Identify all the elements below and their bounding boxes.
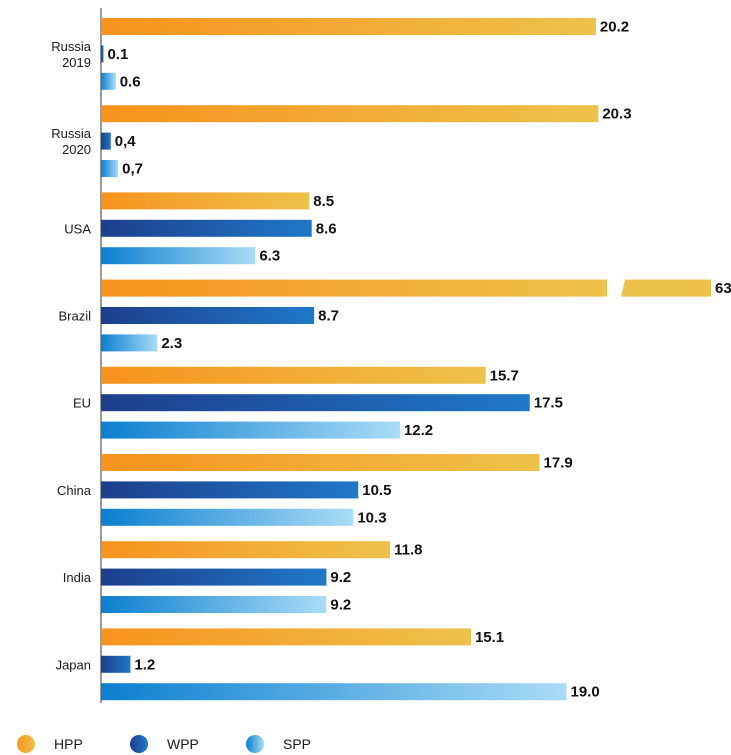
bar-spp-russia-2019 [101, 72, 116, 90]
value-label-spp-russia-2019: 0.6 [120, 73, 141, 90]
bar-hpp-brazil-continued [621, 279, 711, 297]
labels-layer: Russia 2019 20.2 0.1 0.6 Russia 2020 20.3 0,4 0,7… [51, 19, 731, 701]
value-label-wpp-eu: 17.5 [534, 395, 563, 412]
value-label-hpp-india: 11.8 [394, 542, 422, 559]
bar-hpp-russia-2020 [101, 105, 599, 123]
axis-break-mark [607, 279, 625, 297]
value-label-hpp-russia-2019: 20.2 [600, 19, 629, 36]
bar-wpp-china [101, 481, 359, 499]
value-label-spp-india: 9.2 [330, 597, 351, 614]
legend-label-spp: SPP [283, 736, 311, 752]
bar-spp-eu [101, 421, 400, 439]
category-label-japan: Japan [56, 657, 91, 672]
legend-label-hpp: HPP [54, 736, 83, 752]
bar-wpp-brazil [101, 307, 315, 324]
value-label-wpp-japan: 1.2 [134, 656, 155, 673]
category-label-russia-2019: Russia 2019 [51, 39, 92, 70]
value-label-spp-brazil: 2.3 [161, 335, 182, 352]
bar-hpp-china [101, 454, 540, 471]
bar-spp-brazil [101, 334, 158, 352]
bar-wpp-eu [101, 394, 530, 412]
legend-marker-hpp [17, 735, 35, 753]
bar-wpp-usa [101, 219, 312, 237]
category-label-usa: USA [64, 221, 91, 236]
legend-label-wpp: WPP [167, 736, 199, 752]
bar-hpp-india [101, 541, 391, 559]
value-label-wpp-russia-2020: 0,4 [115, 133, 137, 150]
value-label-hpp-russia-2020: 20.3 [602, 106, 631, 123]
bar-hpp-brazil [101, 279, 607, 297]
category-label-india: India [63, 570, 92, 585]
bar-wpp-japan [101, 655, 131, 673]
bar-hpp-russia-2019 [101, 18, 596, 35]
bar-spp-china [101, 508, 354, 526]
legend: HPP WPP SPP [17, 735, 311, 753]
value-label-hpp-japan: 15.1 [475, 629, 504, 646]
legend-marker-wpp [130, 735, 148, 753]
value-label-spp-eu: 12.2 [404, 422, 433, 439]
value-label-spp-china: 10.3 [357, 509, 386, 526]
value-label-spp-usa: 6.3 [259, 248, 280, 265]
value-label-spp-russia-2020: 0,7 [122, 161, 143, 178]
value-label-wpp-brazil: 8.7 [318, 308, 339, 325]
category-label-eu: EU [73, 396, 91, 411]
value-label-wpp-usa: 8.6 [316, 220, 337, 237]
category-label-russia-2020: Russia 2020 [51, 126, 92, 157]
value-label-hpp-brazil: 63.6 [715, 280, 731, 297]
value-label-hpp-china: 17.9 [544, 455, 573, 472]
bar-spp-india [101, 596, 327, 613]
bars-layer [101, 18, 711, 701]
value-label-hpp-usa: 8.5 [313, 193, 334, 210]
bar-spp-russia-2020 [101, 160, 119, 177]
value-label-wpp-china: 10.5 [362, 482, 391, 499]
bar-wpp-russia-2020 [101, 132, 111, 150]
category-label-china: China [57, 483, 92, 498]
value-label-wpp-india: 9.2 [330, 569, 351, 586]
value-label-hpp-eu: 15.7 [490, 367, 519, 384]
value-label-spp-japan: 19.0 [571, 684, 600, 701]
legend-marker-spp [246, 735, 264, 753]
bar-hpp-eu [101, 366, 486, 384]
bar-spp-japan [101, 683, 567, 701]
bar-hpp-japan [101, 628, 471, 646]
bar-wpp-india [101, 568, 327, 586]
bar-spp-usa [101, 247, 256, 265]
value-label-wpp-russia-2019: 0.1 [107, 46, 128, 63]
bar-hpp-usa [101, 192, 310, 210]
category-label-brazil: Brazil [58, 309, 91, 324]
bar-wpp-russia-2019 [101, 45, 104, 63]
